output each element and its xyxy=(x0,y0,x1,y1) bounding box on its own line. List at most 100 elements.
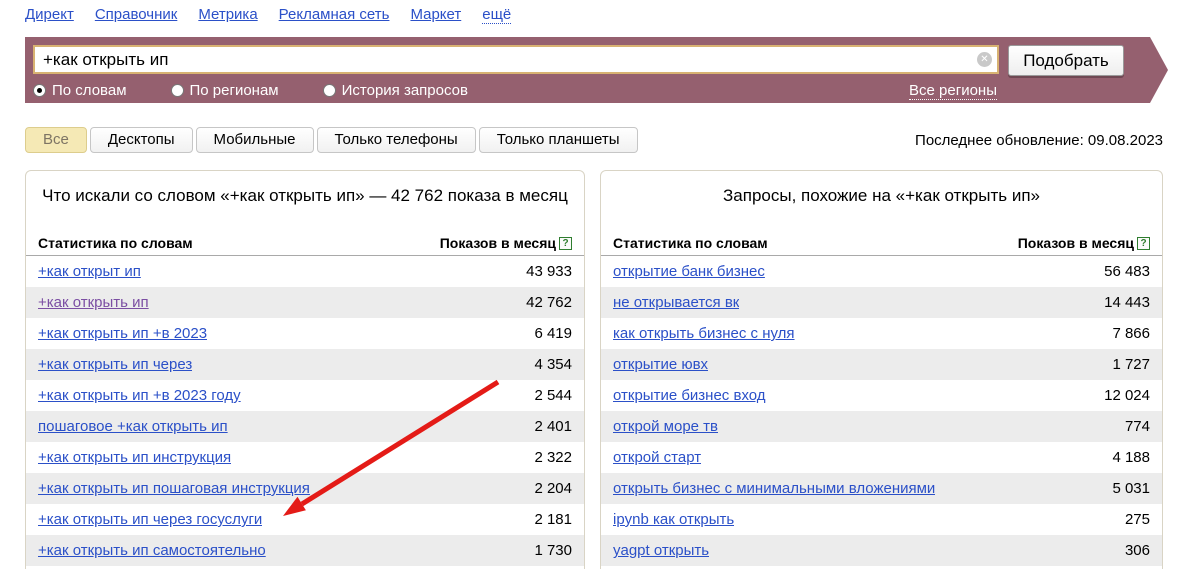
table-row: yagpt открыть 306 xyxy=(601,535,1162,566)
impressions-count: 1 730 xyxy=(534,542,572,559)
table-row: не открывается вк 14 443 xyxy=(601,287,1162,318)
mode-label: По словам xyxy=(52,82,127,99)
mode-by-regions[interactable]: По регионам xyxy=(170,82,279,99)
help-icon[interactable]: ? xyxy=(1137,237,1150,250)
keyword-link[interactable]: как открыть бизнес с нуля xyxy=(613,325,795,342)
table-body: +как открыт ип 43 933 +как открыть ип 42… xyxy=(26,256,584,566)
keyword-link[interactable]: открытие бизнес вход xyxy=(613,387,766,404)
impressions-count: 2 204 xyxy=(534,480,572,497)
impressions-count: 774 xyxy=(1124,418,1150,435)
tab-desktops[interactable]: Десктопы xyxy=(89,127,193,153)
nav-more[interactable]: ещё xyxy=(482,6,512,24)
table-row: +как открыть ип +в 2023 году 2 544 xyxy=(26,380,584,411)
keyword-link[interactable]: не открывается вк xyxy=(613,294,740,311)
keyword-link[interactable]: открыть бизнес с минимальными вложениями xyxy=(613,480,936,497)
keyword-link[interactable]: пошаговое +как открыть ип xyxy=(38,418,228,435)
keyword-link[interactable]: +как открыть ип пошаговая инструкция xyxy=(38,480,310,497)
panel-title: Что искали со словом «+как открыть ип» —… xyxy=(42,186,568,205)
col-count-header: Показов в месяц? xyxy=(1018,235,1150,251)
nav-ad-network[interactable]: Рекламная сеть xyxy=(278,6,390,23)
table-row: открыть бизнес с минимальными вложениями… xyxy=(601,473,1162,504)
table-row: +как открыть ип 42 762 xyxy=(26,287,584,318)
mode-query-history[interactable]: История запросов xyxy=(322,82,468,99)
impressions-count: 6 419 xyxy=(534,325,572,342)
top-navigation: Директ Справочник Метрика Рекламная сеть… xyxy=(25,6,512,24)
keyword-link[interactable]: yagpt открыть xyxy=(613,542,710,559)
col-phrase-header: Статистика по словам xyxy=(38,235,193,251)
nav-spravochnik[interactable]: Справочник xyxy=(94,6,178,23)
search-input[interactable] xyxy=(33,45,999,74)
impressions-count: 2 401 xyxy=(534,418,572,435)
table-row: +как открыть ип +в 2023 6 419 xyxy=(26,318,584,349)
table-row: +как открыт ип 43 933 xyxy=(26,256,584,287)
keyword-link[interactable]: +как открыть ип +в 2023 xyxy=(38,325,208,342)
similar-queries-panel: Запросы, похожие на «+как открыть ип» Ст… xyxy=(600,170,1163,569)
impressions-count: 306 xyxy=(1124,542,1150,559)
help-icon[interactable]: ? xyxy=(559,237,572,250)
table-row: +как открыть ип через 4 354 xyxy=(26,349,584,380)
all-regions-link[interactable]: Все регионы xyxy=(909,82,997,100)
nav-market[interactable]: Маркет xyxy=(410,6,462,23)
clear-icon[interactable]: ✕ xyxy=(977,52,992,67)
table-header: Статистика по словам Показов в месяц? xyxy=(601,235,1162,256)
table-header: Статистика по словам Показов в месяц? xyxy=(26,235,584,256)
impressions-count: 5 031 xyxy=(1112,480,1150,497)
col-count-header: Показов в месяц? xyxy=(440,235,572,251)
impressions-count: 42 762 xyxy=(526,294,572,311)
panel-title: Запросы, похожие на «+как открыть ип» xyxy=(723,186,1040,205)
table-row: пошаговое +как открыть ип 2 401 xyxy=(26,411,584,442)
search-input-wrap: ✕ xyxy=(33,45,999,74)
submit-button[interactable]: Подобрать xyxy=(1008,45,1124,76)
radio-icon xyxy=(170,84,184,97)
nav-direct[interactable]: Директ xyxy=(25,6,74,23)
keyword-link[interactable]: открой старт xyxy=(613,449,702,466)
keyword-link[interactable]: ipynb как открыть xyxy=(613,511,735,528)
impressions-count: 4 354 xyxy=(534,356,572,373)
impressions-count: 2 544 xyxy=(534,387,572,404)
tab-phones-only[interactable]: Только телефоны xyxy=(316,127,476,153)
impressions-count: 7 866 xyxy=(1112,325,1150,342)
table-row: открытие банк бизнес 56 483 xyxy=(601,256,1162,287)
table-row: открой море тв 774 xyxy=(601,411,1162,442)
last-update-label: Последнее обновление: 09.08.2023 xyxy=(915,132,1163,149)
keyword-link-gosuslugi[interactable]: +как открыть ип через госуслуги xyxy=(38,511,263,528)
device-tabs: Все Десктопы Мобильные Только телефоны Т… xyxy=(25,127,638,153)
impressions-count: 275 xyxy=(1124,511,1150,528)
impressions-count: 4 188 xyxy=(1112,449,1150,466)
tab-mobile[interactable]: Мобильные xyxy=(195,127,314,153)
keyword-link[interactable]: открой море тв xyxy=(613,418,719,435)
tab-all[interactable]: Все xyxy=(25,127,87,153)
table-row: открытие бизнес вход 12 024 xyxy=(601,380,1162,411)
keyword-link[interactable]: +как открыть ип через xyxy=(38,356,193,373)
impressions-count: 56 483 xyxy=(1104,263,1150,280)
keywords-panel: Что искали со словом «+как открыть ип» —… xyxy=(25,170,585,569)
keyword-link[interactable]: +как открыть ип инструкция xyxy=(38,449,232,466)
keyword-link[interactable]: +как открыть ип самостоятельно xyxy=(38,542,266,559)
table-row: ipynb как открыть 275 xyxy=(601,504,1162,535)
impressions-count: 1 727 xyxy=(1112,356,1150,373)
table-row: как открыть бизнес с нуля 7 866 xyxy=(601,318,1162,349)
table-row: +как открыть ип самостоятельно 1 730 xyxy=(26,535,584,566)
col-phrase-header: Статистика по словам xyxy=(613,235,768,251)
radio-icon xyxy=(322,84,336,97)
impressions-count: 43 933 xyxy=(526,263,572,280)
table-body: открытие банк бизнес 56 483 не открывает… xyxy=(601,256,1162,566)
table-row: открой старт 4 188 xyxy=(601,442,1162,473)
search-modes: По словам По регионам История запросов xyxy=(33,82,468,99)
keyword-link[interactable]: +как открыть ип xyxy=(38,294,149,311)
tab-tablets-only[interactable]: Только планшеты xyxy=(478,127,638,153)
mode-by-words[interactable]: По словам xyxy=(33,82,127,99)
impressions-count: 14 443 xyxy=(1104,294,1150,311)
nav-metrika[interactable]: Метрика xyxy=(198,6,258,23)
table-row: +как открыть ип через госуслуги 2 181 xyxy=(26,504,584,535)
mode-label: История запросов xyxy=(341,82,468,99)
keyword-link[interactable]: +как открыть ип +в 2023 году xyxy=(38,387,241,404)
table-row: +как открыть ип инструкция 2 322 xyxy=(26,442,584,473)
impressions-count: 2 322 xyxy=(534,449,572,466)
table-row: открытие ювх 1 727 xyxy=(601,349,1162,380)
keyword-link[interactable]: открытие ювх xyxy=(613,356,709,373)
keyword-link[interactable]: открытие банк бизнес xyxy=(613,263,765,280)
keyword-link[interactable]: +как открыт ип xyxy=(38,263,141,280)
radio-icon xyxy=(33,84,46,97)
impressions-count: 2 181 xyxy=(534,511,572,528)
